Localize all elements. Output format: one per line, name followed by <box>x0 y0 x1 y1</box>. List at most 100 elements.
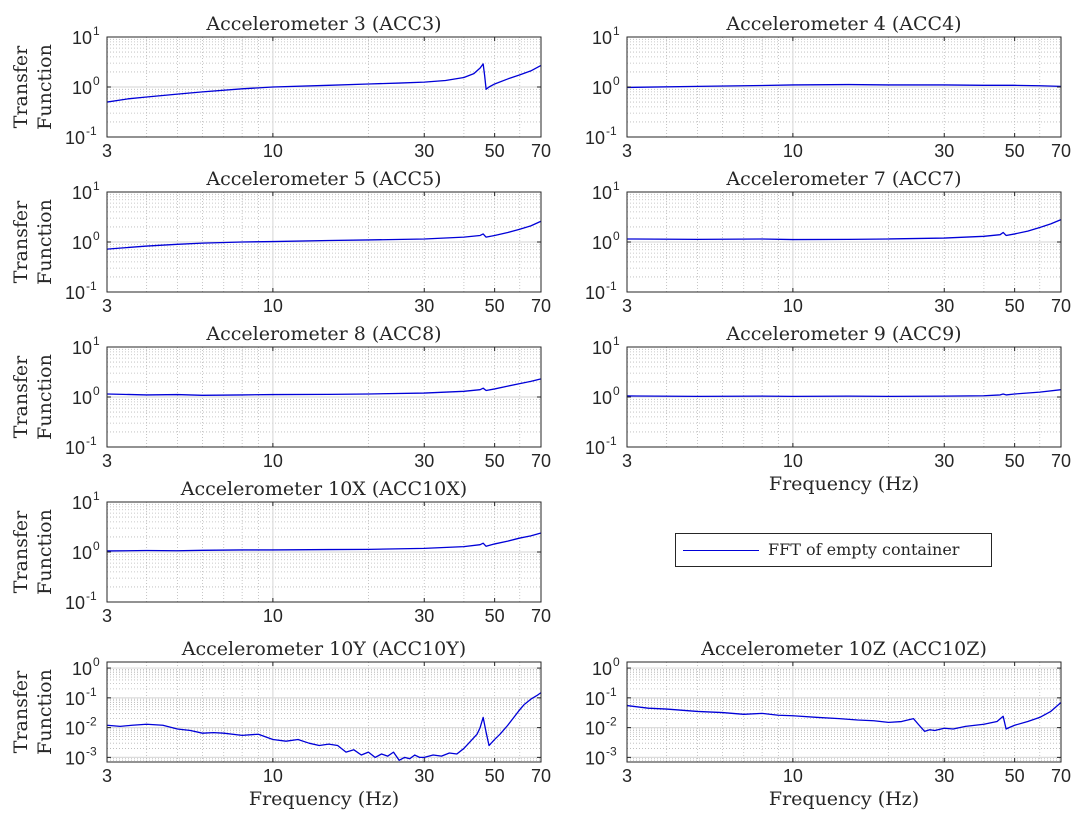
y-axis-label-line: Function <box>34 669 56 755</box>
y-axis-label-line: Function <box>34 199 56 285</box>
y-tick-label: 10 <box>592 78 612 98</box>
y-tick-exponent: -1 <box>606 434 617 448</box>
subplot-title: Accelerometer 9 (ACC9) <box>725 323 961 345</box>
axes-box <box>106 661 542 763</box>
x-tick-label: 70 <box>1051 141 1071 161</box>
y-axis-label-line: Function <box>34 509 56 595</box>
x-tick-label: 3 <box>102 141 112 161</box>
y-axis-label-line: Transfer <box>10 355 32 438</box>
y-tick-label: 10 <box>592 233 612 253</box>
x-axis-label: Frequency (Hz) <box>769 788 919 810</box>
y-tick-exponent: 1 <box>613 179 620 193</box>
y-tick-label: 10 <box>72 659 92 679</box>
x-tick-label: 10 <box>783 451 803 471</box>
x-tick-label: 3 <box>102 451 112 471</box>
x-tick-label: 70 <box>1051 451 1071 471</box>
y-tick-exponent: -1 <box>86 685 97 699</box>
x-tick-label: 70 <box>1051 296 1071 316</box>
x-tick-label: 50 <box>485 451 505 471</box>
x-tick-label: 70 <box>531 451 551 471</box>
y-tick-label: 10 <box>65 283 85 303</box>
series-line <box>106 220 542 250</box>
subplot-title: Accelerometer 7 (ACC7) <box>725 168 961 190</box>
y-tick-label: 10 <box>72 388 92 408</box>
y-tick-label: 10 <box>72 493 92 513</box>
y-tick-label: 10 <box>72 543 92 563</box>
y-tick-exponent: -2 <box>606 715 617 729</box>
x-tick-label: 10 <box>263 766 283 786</box>
y-tick-exponent: -1 <box>606 279 617 293</box>
x-tick-label: 30 <box>934 296 954 316</box>
subplot-title: Accelerometer 10X (ACC10X) <box>180 478 467 500</box>
x-axis-label: Frequency (Hz) <box>249 788 399 810</box>
y-tick-exponent: -1 <box>86 124 97 138</box>
y-tick-label: 10 <box>72 28 92 48</box>
y-tick-exponent: 1 <box>93 179 100 193</box>
y-axis-label-line: Transfer <box>10 670 32 753</box>
series-line <box>106 692 542 761</box>
subplot-title: Accelerometer 8 (ACC8) <box>205 323 441 345</box>
x-tick-label: 30 <box>414 766 434 786</box>
y-tick-exponent: 0 <box>613 74 620 88</box>
y-tick-exponent: 0 <box>93 229 100 243</box>
series-line <box>626 83 1062 89</box>
y-axis-label: Transfer Function <box>10 199 56 285</box>
x-tick-label: 50 <box>485 606 505 626</box>
y-tick-label: 10 <box>585 689 605 709</box>
series-line <box>626 701 1062 732</box>
y-axis-label-line: Transfer <box>10 200 32 283</box>
y-tick-exponent: -3 <box>606 744 617 758</box>
y-tick-label: 10 <box>592 659 612 679</box>
y-tick-exponent: 0 <box>613 655 620 669</box>
y-tick-exponent: 1 <box>93 334 100 348</box>
x-tick-label: 10 <box>263 606 283 626</box>
x-tick-label: 3 <box>622 451 632 471</box>
x-axis-label: Frequency (Hz) <box>769 473 919 495</box>
y-tick-label: 10 <box>585 128 605 148</box>
y-axis-label-line: Function <box>34 354 56 440</box>
y-axis-label: Transfer Function <box>10 44 56 130</box>
series-line <box>106 378 542 396</box>
x-tick-label: 3 <box>102 766 112 786</box>
y-axis-label: Transfer Function <box>10 509 56 595</box>
y-tick-label: 10 <box>592 28 612 48</box>
series-line <box>106 63 542 103</box>
legend-label: FFT of empty container <box>768 540 960 559</box>
y-tick-exponent: -1 <box>606 124 617 138</box>
x-tick-label: 50 <box>1005 766 1025 786</box>
y-tick-label: 10 <box>592 388 612 408</box>
series-line <box>626 389 1062 398</box>
subplot-title: Accelerometer 3 (ACC3) <box>205 13 441 35</box>
x-tick-label: 70 <box>531 766 551 786</box>
y-tick-label: 10 <box>585 438 605 458</box>
y-tick-label: 10 <box>72 338 92 358</box>
y-axis-label: Transfer Function <box>10 354 56 440</box>
x-tick-label: 10 <box>263 296 283 316</box>
series-line <box>106 532 542 552</box>
y-tick-exponent: 0 <box>93 539 100 553</box>
x-tick-label: 3 <box>102 606 112 626</box>
x-tick-label: 30 <box>414 606 434 626</box>
y-tick-exponent: 1 <box>613 334 620 348</box>
x-tick-label: 70 <box>1051 766 1071 786</box>
y-tick-label: 10 <box>585 283 605 303</box>
y-tick-exponent: -1 <box>606 685 617 699</box>
x-tick-label: 30 <box>934 451 954 471</box>
y-tick-label: 10 <box>592 338 612 358</box>
legend-box: FFT of empty container <box>675 533 992 567</box>
x-tick-label: 30 <box>934 141 954 161</box>
x-tick-label: 50 <box>485 766 505 786</box>
x-tick-label: 50 <box>1005 141 1025 161</box>
y-tick-exponent: 0 <box>93 74 100 88</box>
y-tick-label: 10 <box>65 128 85 148</box>
y-tick-exponent: 0 <box>613 229 620 243</box>
y-tick-exponent: 1 <box>613 24 620 38</box>
y-tick-label: 10 <box>72 78 92 98</box>
subplot-title: Accelerometer 10Y (ACC10Y) <box>181 638 466 660</box>
y-tick-label: 10 <box>72 183 92 203</box>
